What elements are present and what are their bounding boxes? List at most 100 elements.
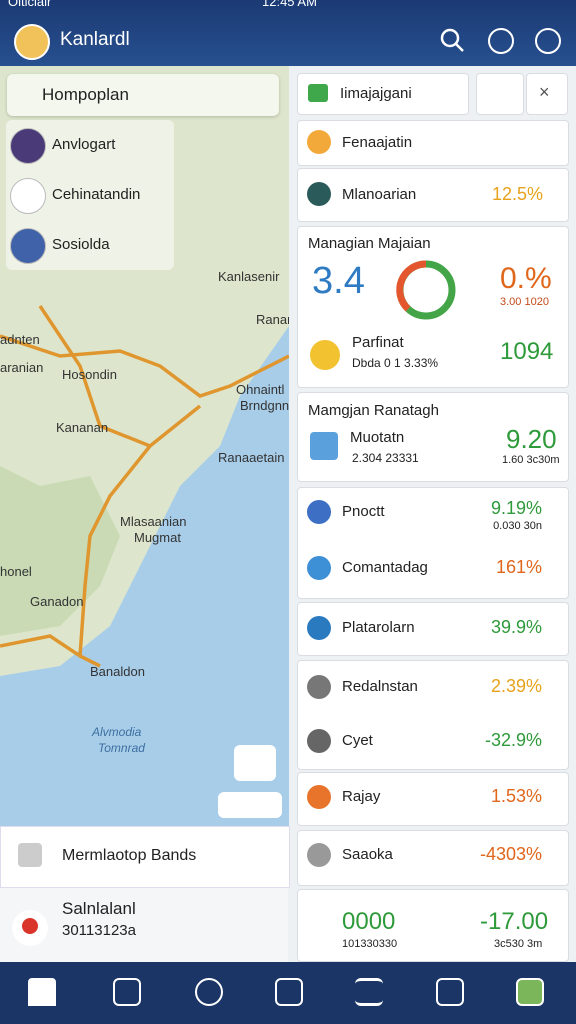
map-label: Ranaaetain (218, 450, 285, 465)
status-time: 12:45 AM (262, 0, 317, 9)
close-button[interactable] (526, 73, 568, 115)
list-card (297, 772, 569, 826)
list-value: 39.9% (490, 617, 542, 637)
map-label: Kananan (56, 420, 108, 435)
row-card[interactable] (297, 120, 569, 166)
list-value: 1.53% (490, 786, 542, 806)
list-value-sub: 0.030 30n (493, 520, 542, 532)
summary-detail: Dbda 0 1 3.33% (352, 356, 439, 370)
bottom-panel-item[interactable] (0, 888, 288, 962)
status-carrier: Olticialr (8, 0, 52, 9)
list-value: -32.9% (484, 730, 542, 750)
row-icon (307, 182, 331, 206)
list-icon (307, 785, 331, 809)
map-label: adnten (0, 332, 40, 347)
list-value: 2.39% (490, 676, 542, 696)
item-name: Salnlalanl (62, 899, 136, 918)
app-logo (14, 24, 50, 60)
detail-title: Mamgjan Ranatagh (308, 402, 439, 419)
summary-percent-sub: 3.00 1020 (500, 296, 549, 308)
map-label: Alvmodia (91, 725, 142, 739)
list-value: 161% (495, 557, 542, 577)
row-value: 12.5% (492, 184, 544, 204)
list-name[interactable]: Pnoctt (342, 503, 385, 520)
list-value: -4303% (479, 844, 542, 864)
place-icon[interactable] (10, 128, 46, 164)
map-label: Tomnrad (98, 741, 145, 755)
map-label: Ganadon (30, 594, 84, 609)
list-icon (307, 729, 331, 753)
list-card (297, 602, 569, 656)
summary-percent: 0.% (500, 262, 552, 295)
list-icon (307, 500, 331, 524)
dropdown-label: Iimajajgani (340, 85, 412, 102)
nav-layers[interactable] (355, 978, 383, 1006)
list-name[interactable]: Comantadag (342, 559, 428, 576)
list-name[interactable]: Platarolarn (342, 619, 415, 636)
bottom-panel-header[interactable] (0, 826, 290, 888)
nav-explore[interactable] (195, 978, 223, 1006)
donut (396, 260, 456, 320)
nav-saved[interactable] (275, 978, 303, 1006)
map-label: honel (0, 564, 32, 579)
map-label: Ohnaintl (236, 382, 285, 397)
map-label: Brndgnn (240, 398, 289, 413)
list-name[interactable]: Redalnstan (342, 678, 418, 695)
list-name[interactable]: Saaoka (342, 846, 393, 863)
nav-updates[interactable] (436, 978, 464, 1006)
footer-left: 0000 (342, 908, 396, 935)
list-card (297, 487, 569, 599)
row-icon (307, 130, 331, 154)
map-label: Ranar (256, 312, 289, 327)
header-title: Kanlardl (60, 29, 130, 50)
row-name: Mlanoarian (342, 186, 417, 203)
nav-routes[interactable] (113, 978, 141, 1006)
search-icon[interactable] (438, 26, 466, 54)
check-button[interactable] (476, 73, 524, 115)
list-icon (307, 675, 331, 699)
notification-icon[interactable] (488, 28, 514, 54)
item-code: 30113123a (62, 922, 136, 939)
map-label: Kanlasenir (218, 269, 280, 284)
summary-name: Parfinat (352, 334, 404, 351)
map-label: Banaldon (90, 664, 145, 679)
list-name[interactable]: Rajay (342, 788, 381, 805)
footer-left-sub: 101330330 (342, 938, 398, 950)
summary-title: Managian Majaian (308, 235, 431, 252)
place-name[interactable]: Cehinatandin (52, 186, 141, 203)
detail-name: Muotatn (350, 429, 405, 446)
list-icon (307, 556, 331, 580)
detail-value-sub: 1.60 3c30m (502, 454, 560, 466)
layer-button[interactable] (218, 792, 282, 818)
locate-button[interactable] (234, 745, 276, 781)
place-icon[interactable] (10, 178, 46, 214)
map-label: Hosondin (62, 367, 117, 382)
footer-right-sub: 3c530 3m (494, 938, 543, 950)
nav-profile[interactable] (516, 978, 544, 1006)
list-icon (307, 843, 331, 867)
footer-right: -17.00 (480, 908, 549, 935)
detail-detail: 2.304 23331 (352, 451, 419, 465)
place-icon[interactable] (10, 228, 46, 264)
summary-icon (310, 340, 340, 370)
place-name[interactable]: Anvlogart (52, 136, 116, 153)
summary-card (297, 226, 569, 388)
list-icon (307, 616, 331, 640)
dropdown-icon (308, 84, 328, 102)
map-label: aranian (0, 360, 43, 375)
settings-icon[interactable] (535, 28, 561, 54)
list-name[interactable]: Cyet (342, 732, 373, 749)
bottom-panel-title: Mermlaotop Bands (62, 847, 197, 864)
row-card[interactable] (297, 168, 569, 222)
detail-card (297, 392, 569, 482)
nav-home[interactable] (28, 978, 56, 1006)
list-card (297, 830, 569, 886)
map-label: Mugmat (134, 530, 181, 545)
header-bar (0, 0, 576, 66)
search-box[interactable] (7, 74, 279, 116)
place-name[interactable]: Sosiolda (52, 236, 110, 253)
map-label: Mlasaanian (120, 514, 187, 529)
summary-big: 3.4 (312, 260, 365, 302)
item-icon (12, 910, 48, 946)
